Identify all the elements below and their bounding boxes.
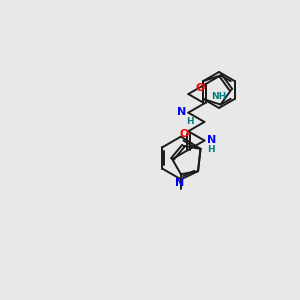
Text: H: H bbox=[186, 117, 193, 126]
Text: N: N bbox=[175, 178, 184, 188]
Text: NH: NH bbox=[212, 92, 227, 101]
Text: H: H bbox=[207, 145, 215, 154]
Text: O: O bbox=[195, 83, 205, 93]
Text: N: N bbox=[177, 107, 186, 117]
Text: N: N bbox=[207, 135, 216, 145]
Text: O: O bbox=[179, 129, 188, 139]
